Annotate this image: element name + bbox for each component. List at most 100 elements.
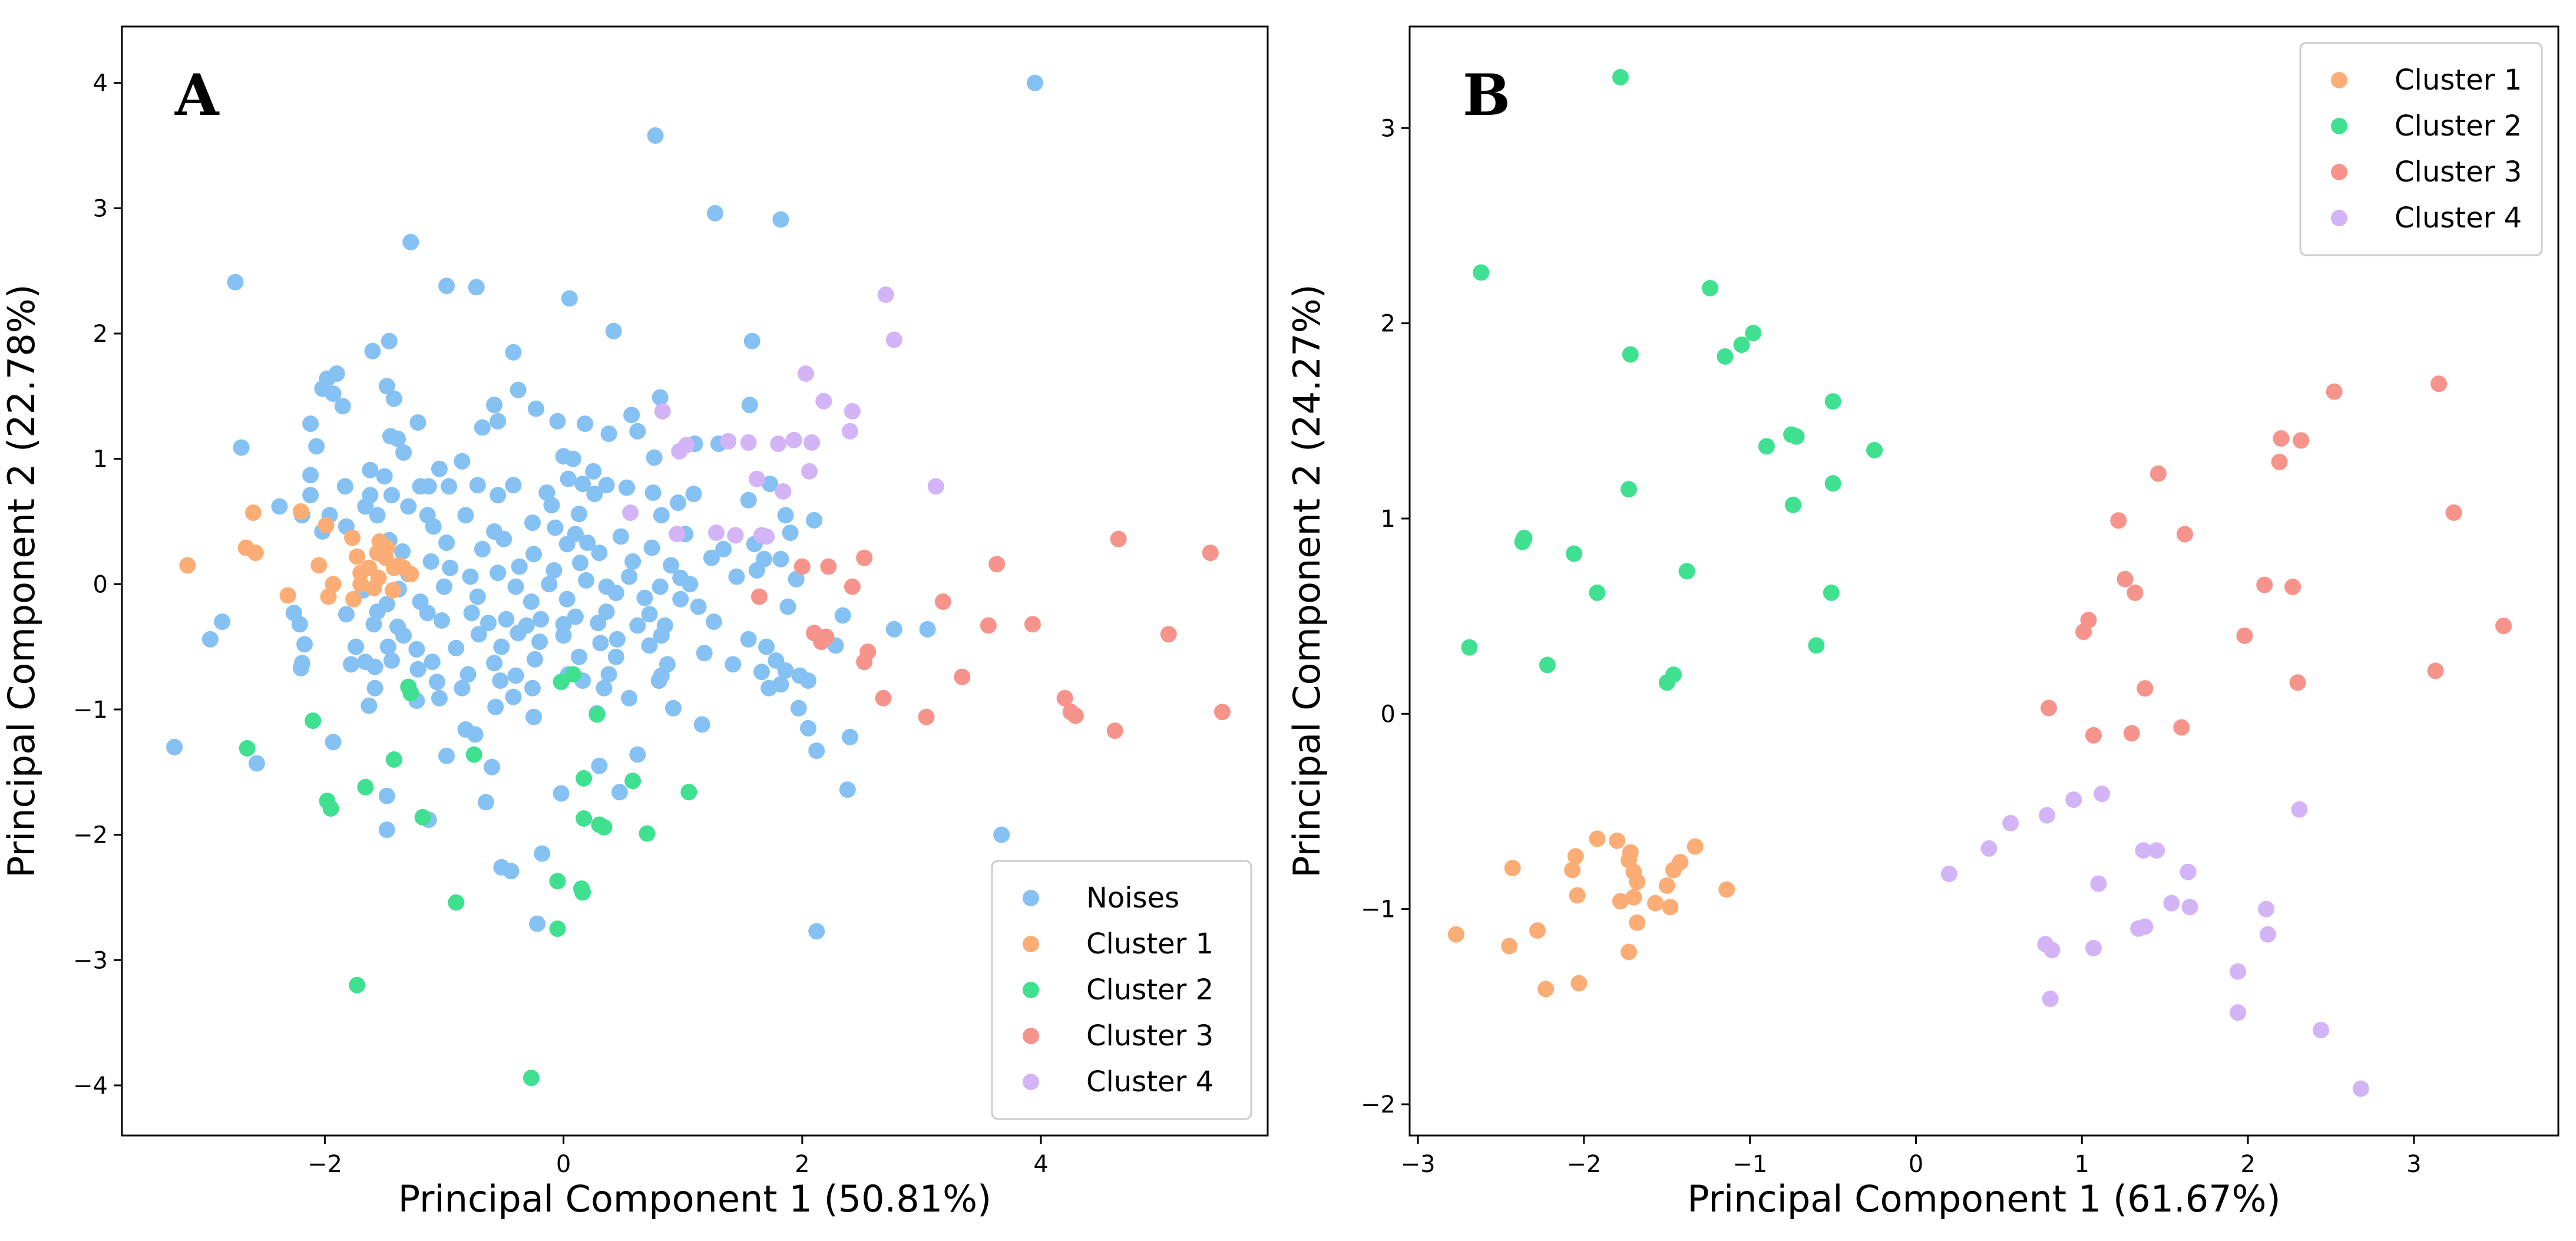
y-tick-label: 4 [93, 70, 108, 97]
data-point [2291, 801, 2308, 818]
legend-marker [2331, 72, 2347, 88]
data-point [555, 627, 572, 644]
data-point [1056, 689, 1073, 707]
data-point [844, 402, 861, 420]
series-cluster-1 [179, 503, 419, 608]
data-point [607, 585, 624, 602]
data-point [505, 344, 522, 361]
y-axis-label: Principal Component 2 (24.27%) [1285, 284, 1328, 878]
data-point [629, 617, 646, 634]
data-point [2110, 512, 2127, 529]
data-point [1658, 674, 1675, 691]
data-point [621, 568, 638, 585]
x-tick-label: 2 [2240, 1151, 2255, 1178]
y-tick-label: 3 [93, 195, 108, 222]
data-point [2352, 1080, 2369, 1097]
data-point [384, 582, 401, 599]
data-point [1788, 428, 1805, 445]
data-point [1447, 926, 1464, 943]
data-point [486, 655, 503, 672]
data-point [1110, 530, 1127, 547]
data-point [758, 528, 775, 545]
y-tick-label: 1 [93, 446, 108, 473]
data-point [525, 546, 542, 563]
data-point [2065, 791, 2082, 808]
scatter-chart-b: −3 −2 −1 0 1 2 3 −2 −1 0 1 2 3 Principal Component 1 … [1285, 25, 2560, 1220]
data-point [2042, 991, 2059, 1008]
data-point [646, 449, 663, 466]
data-point [2293, 432, 2310, 449]
data-point [2150, 465, 2167, 482]
data-point [885, 331, 902, 348]
data-point [1504, 860, 1521, 877]
data-point [720, 433, 737, 450]
legend-label: Cluster 4 [1086, 1065, 1213, 1098]
data-point [564, 450, 581, 467]
x-tick-label: 0 [556, 1151, 571, 1178]
data-point [2284, 578, 2301, 595]
data-point [361, 697, 378, 714]
data-point [227, 273, 244, 291]
data-point [1980, 840, 1998, 857]
data-point [425, 518, 442, 535]
data-point [543, 497, 560, 514]
data-point [605, 322, 622, 339]
data-point [820, 558, 837, 575]
data-point [748, 562, 765, 579]
data-point [201, 631, 219, 648]
data-point [1629, 873, 1646, 890]
data-point [641, 637, 658, 654]
data-point [325, 385, 342, 402]
data-point [623, 407, 640, 424]
data-point [598, 603, 615, 620]
data-point [690, 598, 707, 615]
data-point [590, 615, 607, 632]
data-point [302, 487, 319, 504]
data-point [2445, 504, 2462, 521]
data-point [214, 613, 231, 631]
data-point [669, 526, 686, 543]
data-point [469, 588, 486, 605]
legend-box [2299, 42, 2543, 256]
data-point [247, 544, 264, 562]
data-point [468, 279, 485, 296]
data-point [748, 470, 765, 487]
data-point [588, 706, 606, 723]
legend-label: Cluster 3 [2395, 156, 2522, 189]
legend-box [991, 860, 1252, 1120]
data-point [705, 613, 722, 631]
data-point [352, 565, 369, 582]
data-point [622, 504, 639, 522]
data-point [325, 734, 342, 751]
data-point [574, 476, 591, 493]
legend-marker [1023, 890, 1039, 906]
data-point [391, 557, 407, 574]
data-point [2326, 383, 2343, 400]
data-point [2430, 375, 2448, 392]
scatter-chart-a: −2 0 2 4 −4 −3 −2 −1 0 1 2 3 4 Principal Component 1 … [0, 25, 1269, 1220]
data-point [524, 514, 541, 532]
data-point [1647, 895, 1664, 912]
data-point [574, 884, 591, 901]
data-point [856, 653, 873, 671]
data-point [349, 976, 366, 994]
data-point [2177, 526, 2193, 543]
data-point [438, 278, 455, 295]
data-point [383, 487, 400, 504]
data-point [2002, 814, 2019, 831]
data-point [302, 467, 319, 484]
data-point [271, 498, 288, 515]
data-point [2163, 895, 2180, 912]
data-point [320, 588, 337, 605]
data-point [607, 648, 624, 665]
data-point [381, 332, 398, 349]
data-point [502, 863, 520, 880]
data-point [598, 477, 615, 494]
data-point [239, 740, 256, 757]
data-point [1569, 887, 1586, 904]
data-point [693, 716, 710, 733]
data-point [785, 431, 802, 448]
data-point [166, 738, 183, 755]
data-point [292, 503, 309, 520]
